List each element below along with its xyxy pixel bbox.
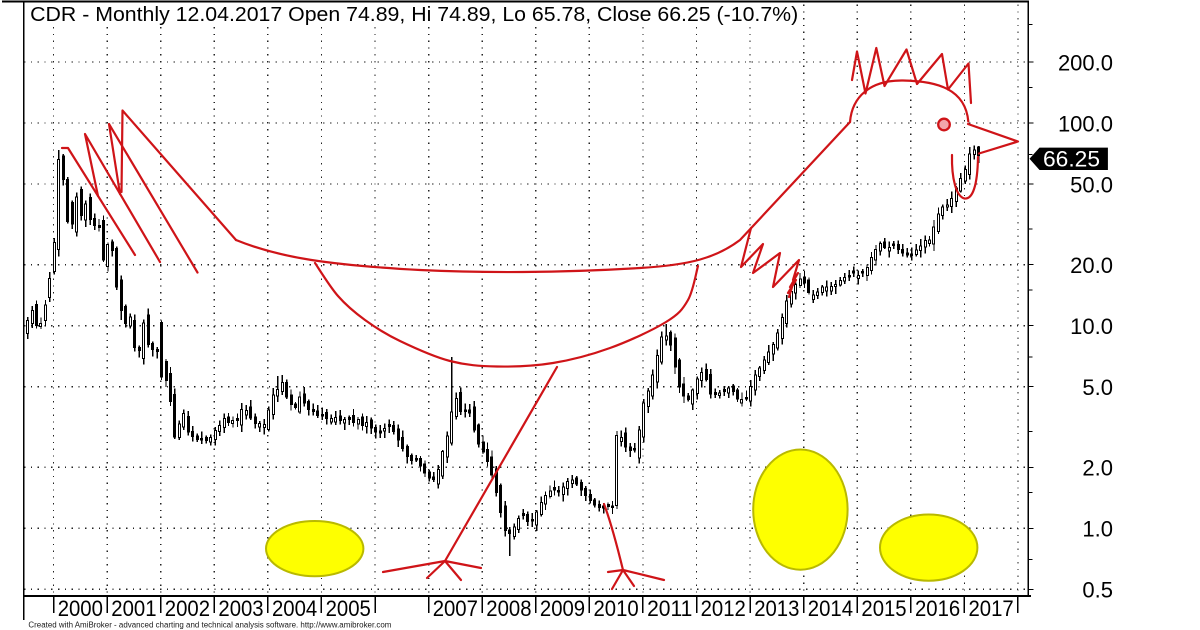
svg-text:2017: 2017 — [969, 596, 1014, 621]
svg-text:66.25: 66.25 — [1043, 147, 1100, 172]
svg-text:2004: 2004 — [272, 596, 317, 621]
svg-text:2000: 2000 — [58, 596, 103, 621]
svg-text:2015: 2015 — [861, 596, 906, 621]
svg-text:2013: 2013 — [754, 596, 799, 621]
svg-text:100.0: 100.0 — [1058, 111, 1113, 136]
svg-text:2.0: 2.0 — [1082, 456, 1113, 481]
svg-text:2012: 2012 — [701, 596, 746, 621]
svg-text:2002: 2002 — [165, 596, 210, 621]
svg-text:2014: 2014 — [808, 596, 853, 621]
svg-text:2011: 2011 — [647, 596, 692, 621]
svg-text:2010: 2010 — [594, 596, 639, 621]
svg-text:2016: 2016 — [915, 596, 960, 621]
svg-text:200.0: 200.0 — [1058, 50, 1113, 75]
svg-text:1.0: 1.0 — [1082, 517, 1113, 542]
svg-text:2009: 2009 — [540, 596, 585, 621]
svg-text:2007: 2007 — [433, 596, 478, 621]
svg-text:0.5: 0.5 — [1082, 578, 1113, 603]
svg-text:10.0: 10.0 — [1070, 314, 1113, 339]
svg-text:Created with AmiBroker - advan: Created with AmiBroker - advanced charti… — [28, 621, 391, 630]
svg-text:CDR - Monthly 12.04.2017 Open: CDR - Monthly 12.04.2017 Open 74.89, Hi … — [30, 4, 798, 26]
svg-text:20.0: 20.0 — [1070, 253, 1113, 278]
svg-text:2003: 2003 — [218, 596, 263, 621]
svg-text:2005: 2005 — [326, 596, 371, 621]
svg-text:50.0: 50.0 — [1070, 172, 1113, 197]
svg-text:2008: 2008 — [486, 596, 531, 621]
svg-text:5.0: 5.0 — [1082, 375, 1113, 400]
svg-text:2001: 2001 — [111, 596, 156, 621]
